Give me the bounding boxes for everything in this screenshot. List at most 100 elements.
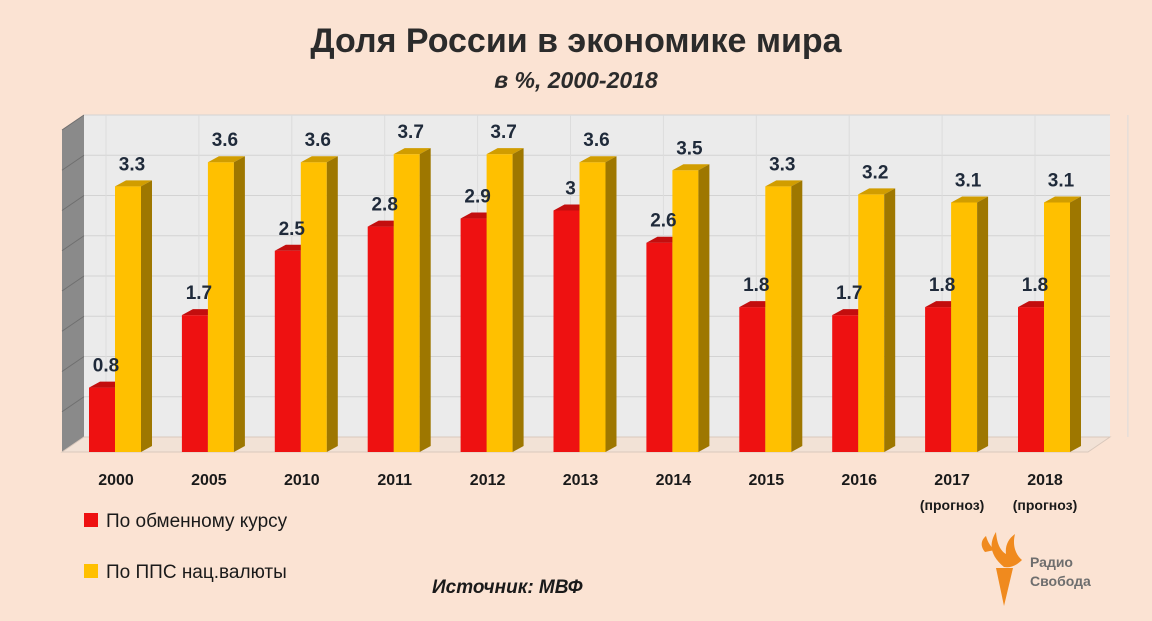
bar-ppp-2015: [765, 180, 803, 452]
value-label-ppp-2010: 3.6: [305, 130, 331, 151]
bar-front: [951, 202, 978, 452]
category-label-2000: 2000: [98, 472, 134, 489]
bar-front: [1018, 307, 1044, 452]
bar-front: [115, 186, 141, 452]
bar-top: [393, 148, 431, 155]
value-label-ppp-2000: 3.3: [119, 154, 145, 175]
bar-front: [460, 218, 487, 452]
source-note: Источник: МВФ: [432, 577, 583, 598]
bar-front: [553, 210, 580, 452]
bar-top: [672, 164, 710, 171]
bar-ppp-2016: [858, 188, 896, 452]
bar-top: [579, 156, 617, 163]
bar-front: [832, 315, 859, 452]
category-label-2014: 2014: [656, 472, 692, 489]
value-label-exchange-2013: 3: [565, 179, 576, 200]
bar-ppp-2017: [951, 196, 989, 452]
bar-side: [233, 156, 245, 452]
chart-subtitle: в %, 2000-2018: [494, 67, 658, 93]
bar-top: [115, 180, 152, 187]
bar-side: [419, 148, 431, 452]
bar-top: [1044, 196, 1081, 203]
chart-title: Доля России в экономике мира: [310, 22, 842, 60]
legend-swatch-ppp: [84, 564, 98, 578]
bar-ppp-2018: [1044, 196, 1081, 452]
bar-side: [791, 180, 803, 452]
radio-svoboda-logo: Радио Свобода: [981, 532, 1091, 606]
value-label-exchange-2014: 2.6: [650, 211, 676, 232]
bar-top: [858, 188, 896, 195]
bar-front: [207, 162, 234, 452]
legend-label-ppp: По ППС нац.валюты: [106, 562, 287, 583]
category-label-2015: 2015: [749, 472, 785, 489]
bar-ppp-2013: [579, 156, 617, 452]
category-label-2016: 2016: [841, 472, 877, 489]
bar-front: [579, 162, 606, 452]
bar-ppp-2005: [207, 156, 245, 452]
value-label-exchange-2000: 0.8: [93, 356, 119, 377]
value-label-ppp-2005: 3.6: [212, 130, 238, 151]
bar-top: [207, 156, 245, 163]
bar-ppp-2010: [300, 156, 338, 452]
category-label-2013: 2013: [563, 472, 599, 489]
bar-front: [181, 315, 208, 452]
bar-front: [858, 194, 885, 452]
bar-front: [393, 154, 420, 452]
value-label-ppp-2018: 3.1: [1048, 170, 1075, 191]
bar-ppp-2011: [393, 148, 431, 452]
bar-front: [765, 186, 792, 452]
value-label-exchange-2018: 1.8: [1022, 275, 1048, 296]
bar-top: [765, 180, 803, 187]
value-labels: 0.8 3.3 1.7 3.6 2.5 3.6 2.8 3.7 2.9 3.7 3 3.6 2.6 3.5…: [93, 122, 1075, 376]
bar-top: [486, 148, 524, 155]
bar-ppp-2012: [486, 148, 524, 452]
logo-line2: Свобода: [1030, 573, 1091, 589]
value-label-exchange-2005: 1.7: [186, 283, 212, 304]
value-label-ppp-2014: 3.5: [676, 138, 703, 159]
bar-front: [367, 226, 394, 452]
value-label-ppp-2017: 3.1: [955, 170, 982, 191]
bar-side: [1070, 196, 1081, 452]
bar-side: [141, 180, 152, 452]
bar-front: [300, 162, 327, 452]
legend-label-exchange: По обменному курсу: [106, 511, 288, 532]
value-label-exchange-2011: 2.8: [371, 195, 397, 216]
bar-front: [646, 242, 673, 452]
bar-front: [486, 154, 513, 452]
value-label-exchange-2017: 1.8: [929, 275, 955, 296]
bar-side: [326, 156, 338, 452]
bar-front: [672, 170, 699, 452]
value-label-ppp-2015: 3.3: [769, 154, 795, 175]
category-labels: 2000 2005 2010 2011 2012 2013 2014 2015 2016 2017…: [98, 472, 1077, 513]
category-label-2010: 2010: [284, 472, 320, 489]
bar-top: [951, 196, 989, 203]
category-note-2018: (прогноз): [1013, 497, 1078, 513]
value-label-ppp-2016: 3.2: [862, 162, 888, 183]
bar-side: [698, 164, 710, 452]
category-label-2012: 2012: [470, 472, 506, 489]
torch-icon: [981, 532, 1022, 606]
category-label-2005: 2005: [191, 472, 227, 489]
bar-side: [605, 156, 617, 452]
value-label-exchange-2016: 1.7: [836, 283, 862, 304]
bars: [89, 148, 1081, 452]
legend-swatch-exchange: [84, 513, 98, 527]
bar-side: [884, 188, 896, 452]
bar-ppp-2014: [672, 164, 710, 452]
bar-front: [1044, 202, 1070, 452]
bar-side: [512, 148, 524, 452]
value-label-exchange-2012: 2.9: [464, 187, 490, 208]
category-label-2018: 2018: [1027, 472, 1063, 489]
bar-front: [739, 307, 766, 452]
logo-line1: Радио: [1030, 554, 1073, 570]
bar-front: [89, 387, 115, 452]
category-note-2017: (прогноз): [920, 497, 985, 513]
legend: По обменному курсу По ППС нац.валюты: [84, 511, 288, 583]
bar-front: [274, 250, 301, 452]
bar-front: [925, 307, 952, 452]
category-label-2011: 2011: [377, 472, 412, 489]
value-label-ppp-2012: 3.7: [490, 122, 516, 143]
value-label-exchange-2015: 1.8: [743, 275, 769, 296]
bar-ppp-2000: [115, 180, 152, 452]
